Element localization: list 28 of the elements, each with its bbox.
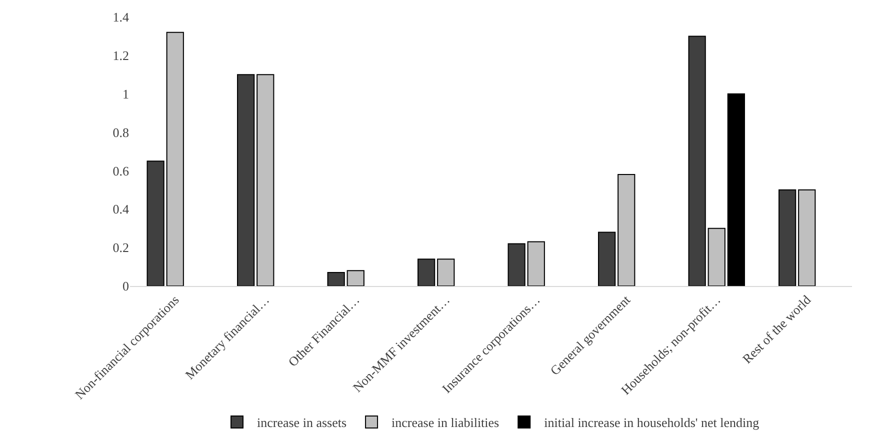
- bar: [618, 174, 636, 286]
- y-tick-label: 0.2: [112, 240, 129, 256]
- y-tick-label: 0.8: [112, 124, 129, 140]
- bar: [146, 160, 164, 286]
- legend-label: initial increase in households' net lending: [544, 415, 760, 430]
- bar: [437, 258, 455, 286]
- bar: [798, 189, 816, 286]
- legend-label: increase in liabilities: [392, 415, 500, 430]
- bar: [508, 243, 526, 286]
- bar: [327, 272, 345, 286]
- bar: [527, 241, 545, 286]
- bar: [418, 258, 436, 286]
- y-tick-label: 0: [122, 278, 129, 294]
- bar: [237, 74, 255, 286]
- bar: [598, 232, 616, 286]
- y-tick-label: 0.4: [112, 202, 130, 217]
- y-tick-label: 1.4: [112, 10, 130, 25]
- y-tick-label: 1: [122, 86, 129, 102]
- bar: [346, 270, 364, 286]
- bar: [688, 36, 706, 286]
- y-tick-label: 0.6: [112, 163, 130, 178]
- bar: [727, 93, 745, 286]
- y-tick-label: 1.2: [112, 48, 129, 63]
- bar: [708, 228, 726, 286]
- legend-label: increase in assets: [257, 415, 347, 430]
- bar: [166, 32, 184, 286]
- bar: [778, 189, 796, 286]
- bar: [256, 74, 274, 286]
